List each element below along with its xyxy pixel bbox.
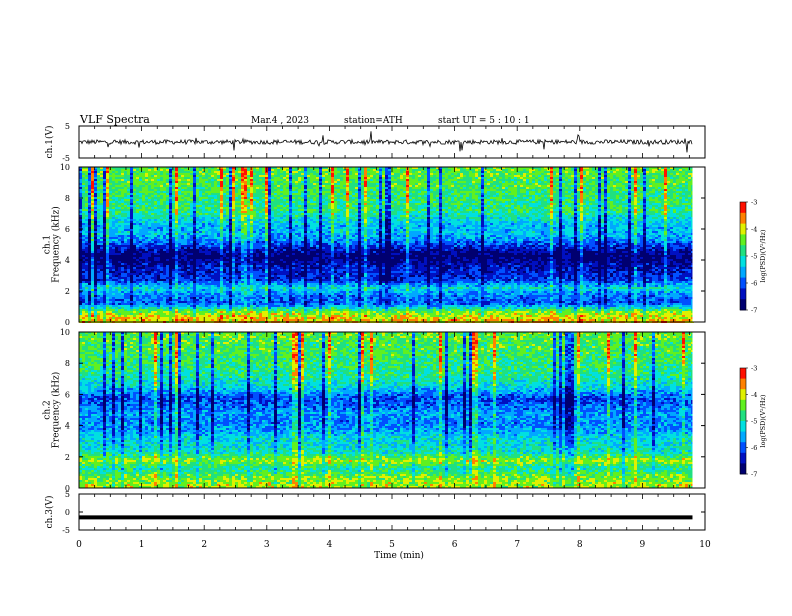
ch2-spectrogram-heatmap — [79, 332, 694, 488]
ch2-spectrogram-colorbar: -3 -4 -5 -6 -7 log(PSD)(V²/Hz) — [740, 365, 767, 479]
figure-title: VLF Spectra — [79, 113, 150, 126]
y-axis-label: ch.3(V) — [44, 496, 55, 529]
x-tick-label: 8 — [577, 540, 583, 550]
start-time-label: start UT = 5 : 10 : 1 — [438, 116, 530, 126]
y-tick-label: 10 — [60, 163, 70, 172]
ch1-signal-line — [79, 131, 692, 152]
colorbar-label: log(PSD)(V²/Hz) — [759, 229, 767, 282]
ch1-waveform-panel: 5 -5 ch.1(V) — [44, 122, 705, 163]
date-label: Mar.4 , 2023 — [251, 116, 309, 126]
x-tick-label: 0 — [76, 540, 82, 550]
y-tick-label: 0 — [65, 318, 70, 327]
y-tick-label: 6 — [65, 225, 70, 234]
y-tick-label: 5 — [65, 122, 70, 131]
y-tick-label: 2 — [65, 287, 70, 296]
ch1-spectrogram-colorbar: -3 -4 -5 -6 -7 log(PSD)(V²/Hz) — [740, 199, 767, 315]
station-label: station=ATH — [344, 116, 403, 126]
time-axis: 0 1 2 3 4 5 6 7 8 9 10 — [76, 540, 711, 550]
y-axis-label: Frequency (kHz) — [51, 206, 62, 283]
colorbar-label: log(PSD)(V²/Hz) — [759, 394, 767, 447]
colorbar-tick-label: -3 — [751, 199, 757, 207]
colorbar-tick-label: -7 — [751, 471, 757, 479]
x-tick-label: 4 — [327, 540, 333, 550]
y-axis-label: ch.1(V) — [44, 126, 55, 159]
x-tick-label: 5 — [389, 540, 395, 550]
y-tick-label: 8 — [65, 194, 70, 203]
y-tick-label: 10 — [60, 328, 70, 337]
x-tick-label: 3 — [264, 540, 270, 550]
y-tick-label: 8 — [65, 359, 70, 368]
y-axis-label: Frequency (kHz) — [51, 372, 62, 449]
x-tick-label: 2 — [201, 540, 207, 550]
y-tick-label: 5 — [65, 490, 70, 499]
colorbar-tick-label: -4 — [751, 226, 757, 234]
x-tick-label: 10 — [699, 540, 711, 550]
y-tick-label: 2 — [65, 453, 70, 462]
y-tick-label: -5 — [62, 154, 70, 163]
y-tick-label: -5 — [62, 526, 70, 535]
y-tick-label: 6 — [65, 390, 70, 399]
colorbar-tick-label: -5 — [751, 418, 757, 426]
panel-frame — [79, 494, 705, 530]
colorbar-tick-label: -6 — [751, 280, 757, 288]
ch1-spectrogram-heatmap — [79, 167, 694, 323]
colorbar-tick-label: -7 — [751, 307, 757, 315]
colorbar-tick-label: -4 — [751, 391, 757, 399]
x-tick-label: 6 — [452, 540, 458, 550]
x-axis-label: Time (min) — [374, 550, 424, 561]
y-tick-label: 4 — [65, 422, 70, 431]
colorbar-tick-label: -5 — [751, 253, 757, 261]
colorbar-tick-label: -6 — [751, 444, 757, 452]
y-tick-label: 4 — [65, 256, 70, 265]
x-tick-label: 1 — [139, 540, 145, 550]
x-tick-label: 9 — [640, 540, 646, 550]
x-tick-label: 7 — [514, 540, 520, 550]
colorbar-tick-label: -3 — [751, 365, 757, 373]
ch3-waveform-panel: 5 0 -5 ch.3(V) — [44, 490, 705, 535]
y-tick-label: 0 — [65, 508, 70, 517]
